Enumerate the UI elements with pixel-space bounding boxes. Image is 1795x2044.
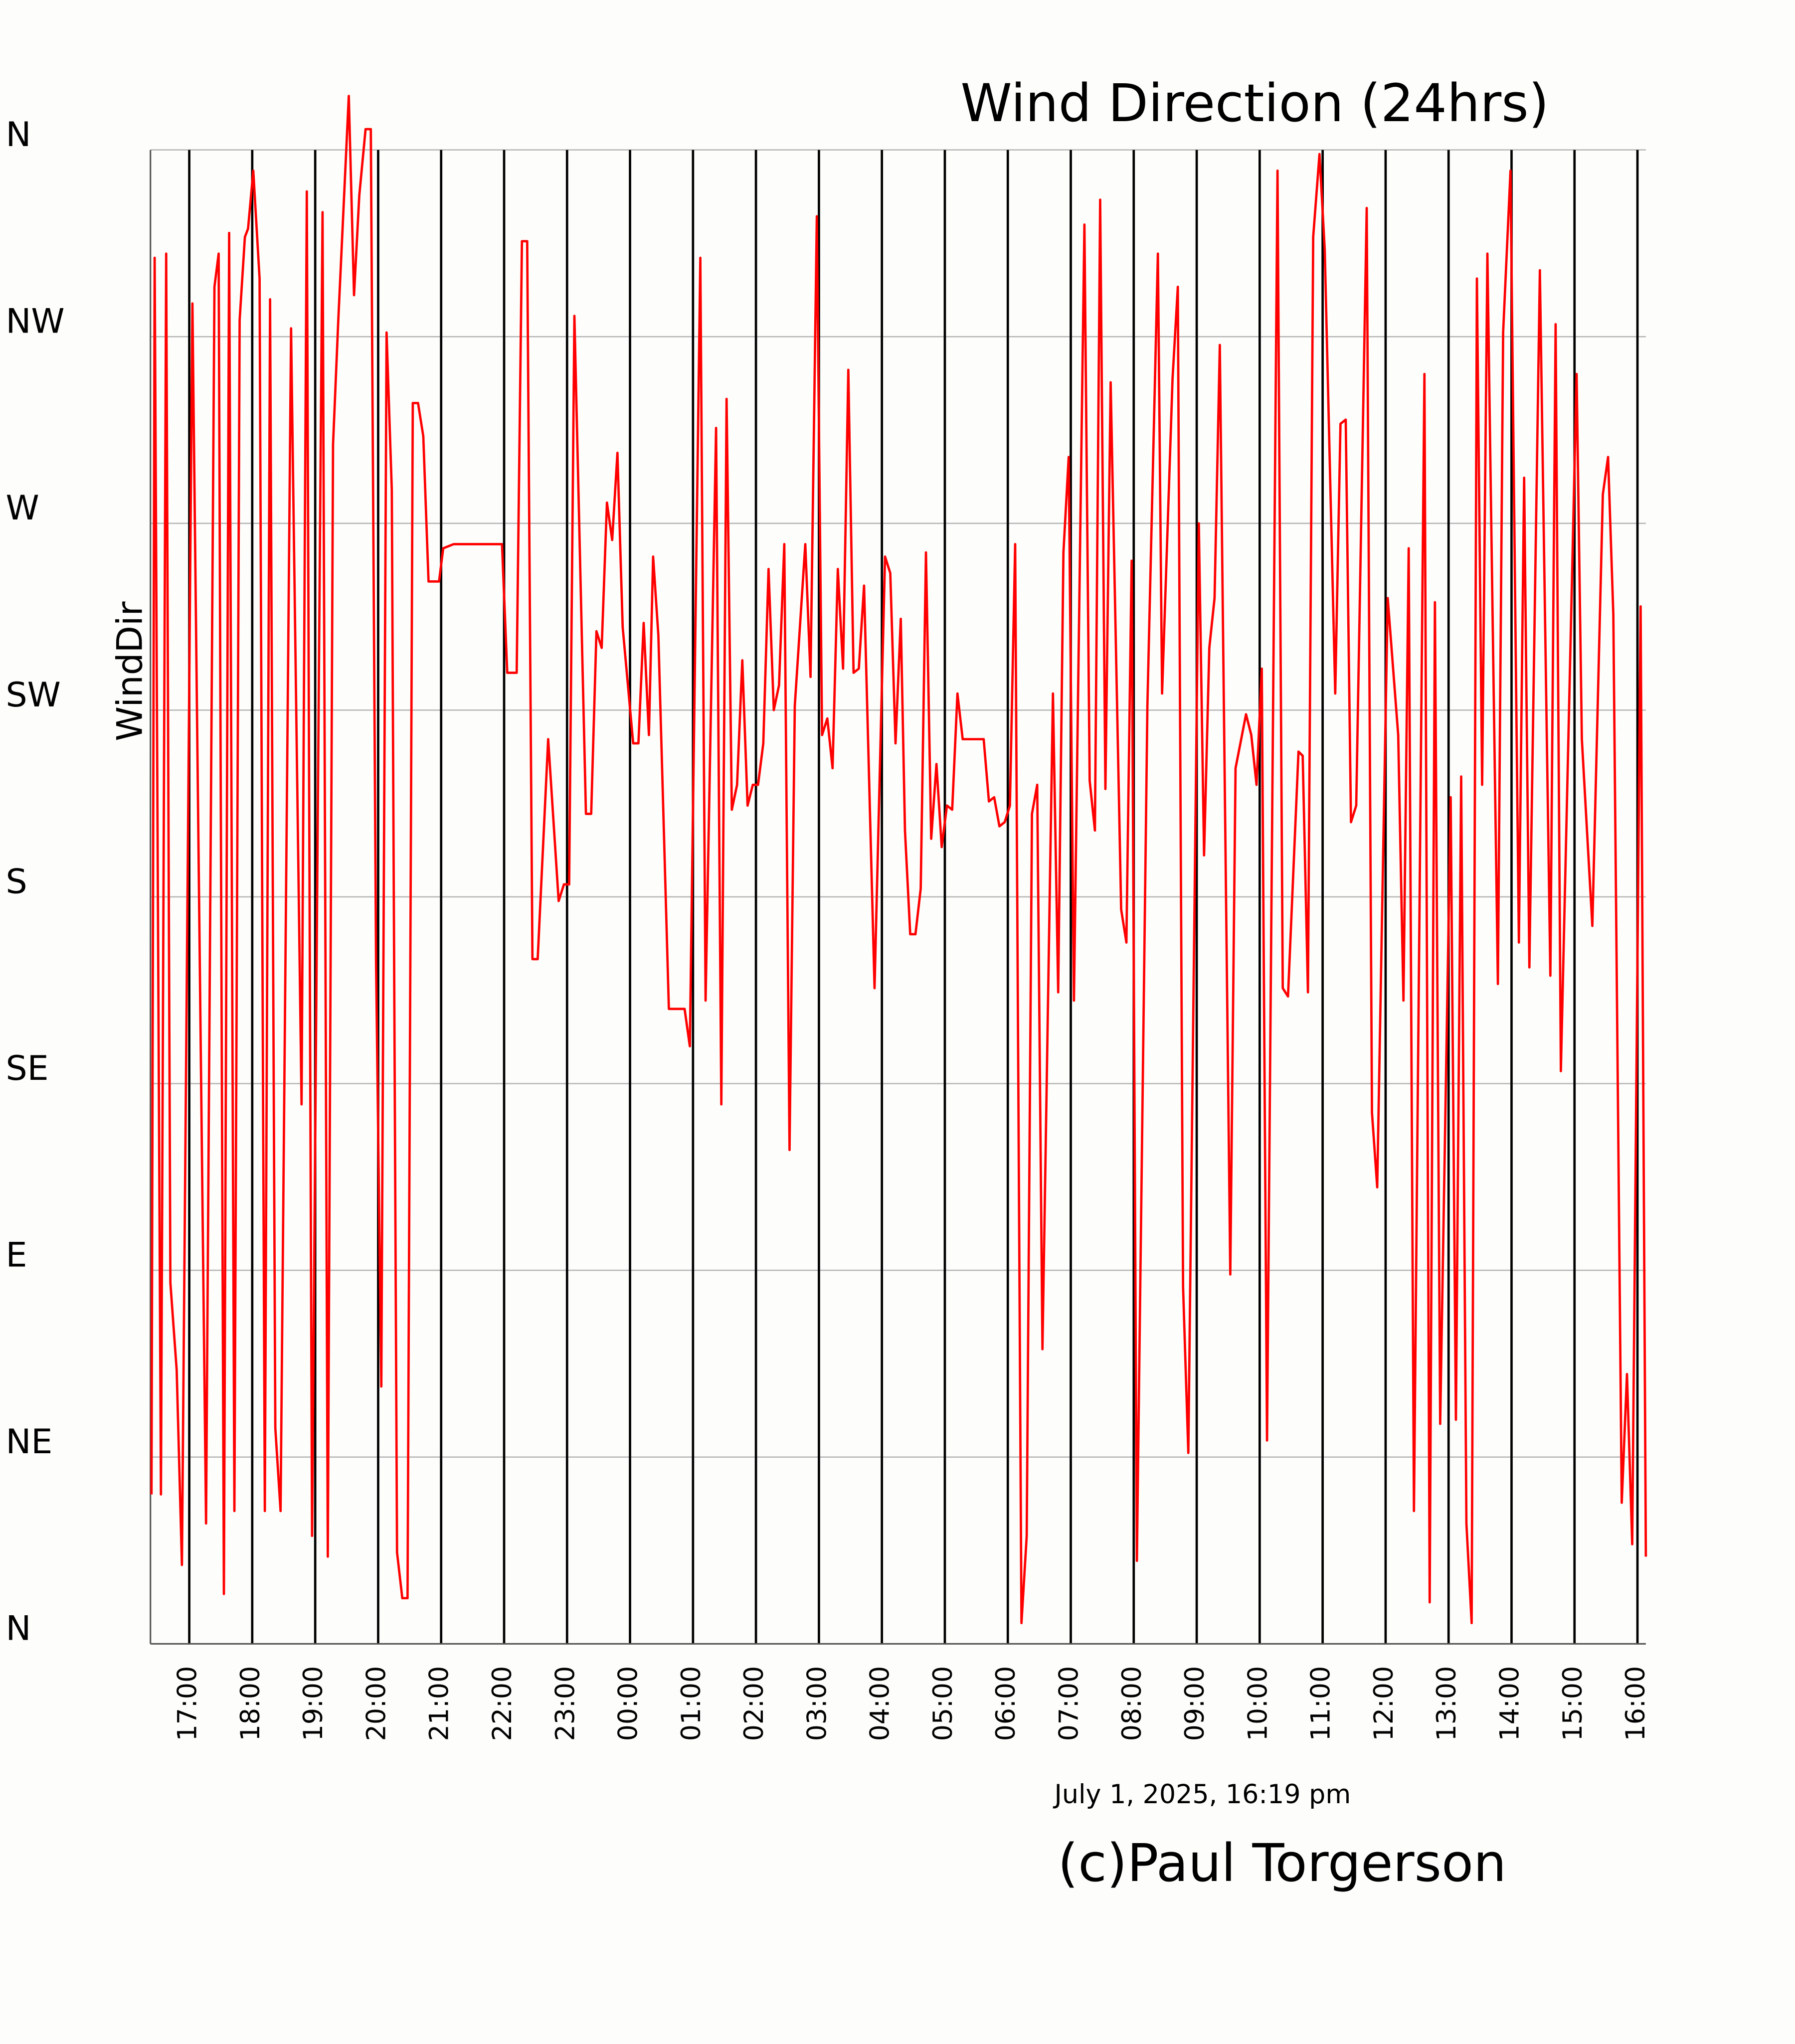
y-tick-label: N — [5, 115, 31, 155]
wind-line — [150, 95, 1647, 1624]
y-axis-label: WindDir — [109, 601, 151, 741]
y-tick-label: NW — [5, 302, 64, 341]
credit: (c)Paul Torgerson — [1058, 1833, 1506, 1893]
y-tick-label: E — [5, 1236, 27, 1275]
x-tick-label: 04:00 — [865, 1666, 896, 1741]
x-tick-label: 17:00 — [173, 1666, 203, 1741]
x-tick-label: 00:00 — [613, 1666, 644, 1741]
x-tick-label: 15:00 — [1558, 1666, 1588, 1741]
x-tick-label: 19:00 — [298, 1666, 329, 1741]
x-tick-label: 18:00 — [235, 1666, 266, 1741]
x-tick-label: 10:00 — [1243, 1666, 1273, 1741]
x-tick-label: 14:00 — [1494, 1666, 1525, 1741]
x-tick-label: 03:00 — [802, 1666, 832, 1741]
x-tick-label: 08:00 — [1117, 1666, 1147, 1741]
y-tick-label: SW — [5, 676, 60, 715]
y-tick-label: N — [5, 1609, 31, 1649]
x-tick-label: 07:00 — [1054, 1666, 1084, 1741]
y-tick-label: NE — [5, 1422, 52, 1462]
y-tick-label: W — [5, 489, 39, 528]
y-tick-label: SE — [5, 1049, 48, 1088]
x-tick-label: 05:00 — [928, 1666, 958, 1741]
x-tick-label: 09:00 — [1180, 1666, 1210, 1741]
x-tick-label: 02:00 — [739, 1666, 769, 1741]
x-tick-label: 12:00 — [1369, 1666, 1399, 1741]
x-tick-label: 16:00 — [1620, 1666, 1651, 1741]
chart-title: Wind Direction (24hrs) — [960, 73, 1549, 134]
y-tick-label: S — [5, 862, 27, 901]
x-tick-label: 21:00 — [424, 1666, 455, 1741]
x-tick-label: 13:00 — [1432, 1666, 1462, 1741]
x-tick-label: 20:00 — [361, 1666, 391, 1741]
x-tick-label: 22:00 — [487, 1666, 518, 1741]
x-tick-label: 06:00 — [991, 1666, 1021, 1741]
x-tick-label: 01:00 — [676, 1666, 707, 1741]
timestamp: July 1, 2025, 16:19 pm — [1053, 1779, 1351, 1810]
x-tick-label: 23:00 — [550, 1666, 580, 1741]
x-tick-label: 11:00 — [1306, 1666, 1336, 1741]
